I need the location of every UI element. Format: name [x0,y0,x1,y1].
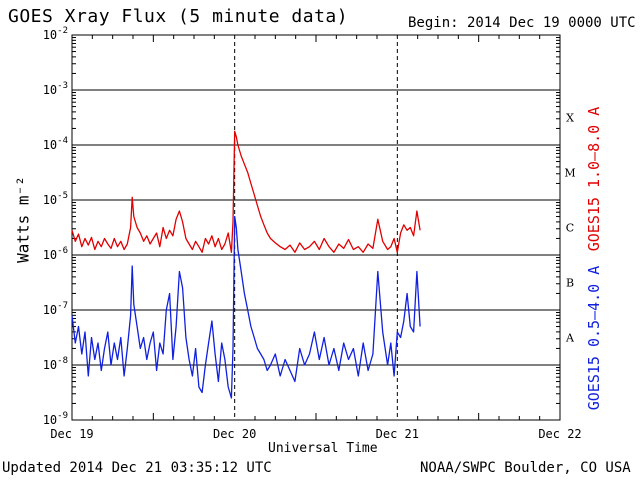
y-tick-label: 10-7 [43,301,68,317]
y-tick-label: 10-6 [43,246,68,262]
x-tick-label: Dec 20 [213,427,256,441]
flare-class-label: B [566,277,574,290]
x-tick-label: Dec 22 [538,427,581,441]
y-tick-label: 10-8 [43,356,68,372]
flare-class-label: X [566,112,574,125]
data-source: NOAA/SWPC Boulder, CO USA [420,460,631,476]
plot-frame [71,34,561,421]
series-short-line [71,215,421,399]
x-tick-label: Dec 21 [376,427,419,441]
y-tick-label: 10-2 [43,26,68,42]
y-tick-label: 10-4 [43,136,68,152]
flare-class-label: M [564,167,575,180]
series-long-line [71,130,421,253]
y-tick-label: 10-3 [43,81,68,97]
flare-class-label: A [565,332,575,345]
y-tick-label: 10-5 [43,191,68,207]
y-tick-label: 10-9 [43,411,68,427]
x-axis-label: Universal Time [268,441,378,456]
x-tick-label: Dec 19 [50,427,93,441]
flare-class-label: C [566,222,574,235]
begin-time: Begin: 2014 Dec 19 0000 UTC [408,15,636,31]
updated-time: Updated 2014 Dec 21 03:35:12 UTC [2,460,272,476]
chart-title: GOES Xray Flux (5 minute data) [8,6,349,27]
